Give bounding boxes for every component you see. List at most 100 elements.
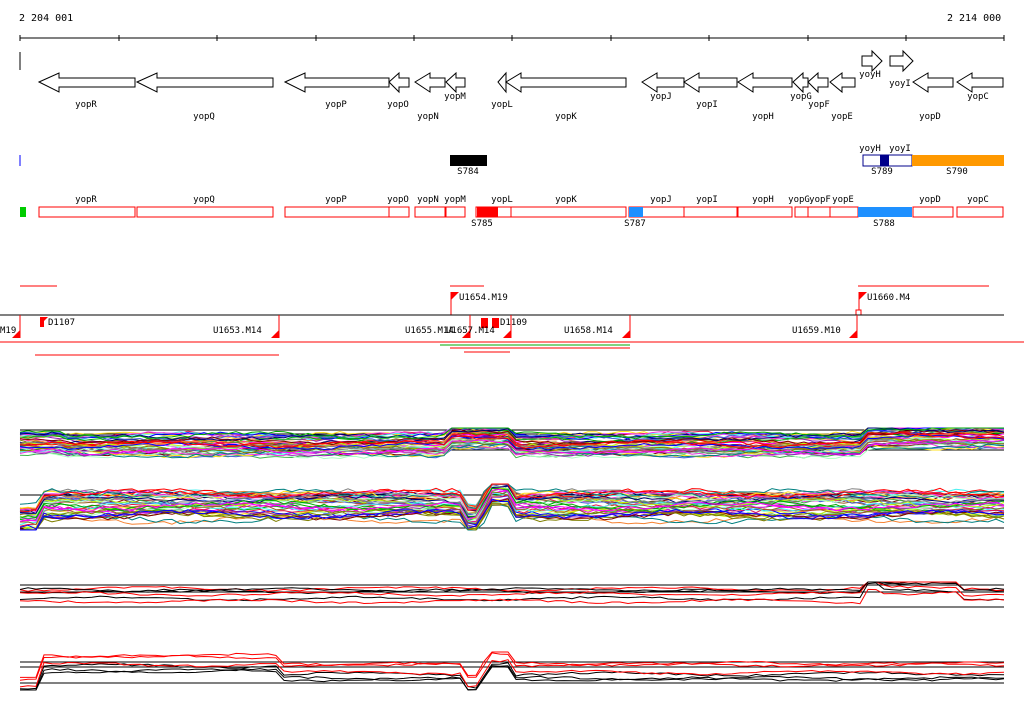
expr-label-yopP: yopP (325, 195, 347, 205)
segment-label-U1654-M19: U1654.M19 (459, 293, 508, 303)
profile-line-panel-2 (19, 498, 1005, 531)
profile-line-panel-3 (19, 581, 1005, 597)
gene-arrow-yopM[interactable] (445, 71, 466, 94)
block-label-S789: S789 (871, 167, 893, 177)
expr-box-yopD[interactable] (912, 206, 954, 218)
expr-box-yopE[interactable] (829, 206, 859, 218)
gene-arrow-yopF[interactable] (807, 71, 829, 94)
expr-label-yopE: yopE (832, 195, 854, 205)
expr-box-yopO[interactable] (388, 206, 410, 218)
expr-box-yopG[interactable] (794, 206, 809, 218)
profile-line-panel-1 (19, 427, 1005, 442)
expr-box-yopI[interactable] (683, 206, 738, 218)
profile-line-panel-1 (19, 440, 1005, 458)
expr-label-yopJ: yopJ (650, 195, 672, 205)
gene-label-yopO: yopO (387, 100, 409, 110)
profile-line-panel-4 (19, 662, 1005, 690)
expr-label-yopR: yopR (75, 195, 97, 205)
ruler-axis (19, 35, 1005, 70)
expr-label-yopC: yopC (967, 195, 989, 205)
profile-line-panel-1 (19, 427, 1004, 440)
expr-box-yopR[interactable] (38, 206, 136, 218)
gene-arrow-yopJ[interactable] (641, 72, 685, 93)
gene-arrow-yopG[interactable] (792, 71, 809, 94)
profile-line-panel-2 (19, 488, 1005, 522)
segment-label-M19: M19 (0, 326, 17, 336)
gene-arrow-yopN[interactable] (414, 72, 446, 93)
expr-box-yopM[interactable] (445, 206, 466, 218)
profile-lines (19, 427, 1005, 691)
profile-frames (20, 429, 1004, 684)
expr-box-yopF[interactable] (807, 206, 831, 218)
expr-label-S787: S787 (624, 219, 646, 229)
gene-label-yopE: yopE (831, 112, 853, 122)
expr-box-yopN[interactable] (414, 206, 446, 218)
gene-arrow-yoyI[interactable] (889, 49, 914, 73)
gene-arrow-yopQ[interactable] (135, 72, 274, 93)
expr-box-yopQ[interactable] (136, 206, 274, 218)
gene-arrows-track (37, 49, 1004, 94)
profile-line-panel-2 (19, 485, 1005, 518)
gene-label-yoyI: yoyI (889, 79, 911, 89)
gene-label-yopF: yopF (808, 100, 830, 110)
expr-label-S788: S788 (873, 219, 895, 229)
gene-arrow-yopD[interactable] (912, 72, 954, 93)
gene-label-yopH: yopH (752, 112, 774, 122)
profile-line-panel-1 (19, 433, 1005, 451)
expr-fill-S788[interactable] (858, 207, 912, 217)
gene-arrow-yopR[interactable] (37, 72, 136, 93)
gene-label-yopM: yopM (444, 92, 466, 102)
expr-box-yopH[interactable] (737, 206, 793, 218)
profile-line-panel-2 (20, 498, 1005, 531)
block-S784[interactable] (450, 155, 487, 166)
gene-label-yopL: yopL (491, 100, 513, 110)
expr-box-yopK[interactable] (510, 206, 627, 218)
profile-line-panel-4 (20, 665, 1005, 691)
profile-line-panel-4 (20, 651, 1005, 678)
block-S790[interactable] (912, 155, 1004, 166)
gene-label-yopD: yopD (919, 112, 941, 122)
block-label-S784: S784 (457, 167, 479, 177)
expr-fill-S785[interactable] (477, 207, 498, 217)
gene-label-yopK: yopK (555, 112, 577, 122)
gene-label-yopJ: yopJ (650, 92, 672, 102)
gene-arrow-yopP[interactable] (283, 72, 390, 93)
gene-label-yopG: yopG (790, 92, 812, 102)
profile-line-panel-2 (19, 483, 1005, 513)
profile-line-panel-4 (20, 666, 1005, 691)
segment-label-D1109: D1109 (500, 318, 528, 328)
gene-label-yopN: yopN (417, 112, 439, 122)
gene-arrow-yopO[interactable] (388, 71, 410, 94)
gene-label-yoyH: yoyH (859, 70, 881, 80)
block-label-yoyI: yoyI (889, 144, 911, 154)
expr-label-yopL: yopL (491, 195, 513, 205)
expr-fill-S787[interactable] (629, 207, 643, 217)
profile-line-panel-3 (19, 588, 1005, 605)
block-label-yoyH: yoyH (859, 144, 881, 154)
segment-label-D1107: D1107 (48, 318, 76, 328)
expr-box-yopC[interactable] (956, 206, 1004, 218)
gene-arrow-yoyH[interactable] (861, 49, 883, 73)
gene-arrow-yopE[interactable] (829, 72, 856, 94)
gene-arrow-yopI[interactable] (683, 72, 738, 93)
gene-arrow-yopH[interactable] (737, 72, 793, 93)
gene-arrow-yopL[interactable] (497, 71, 507, 94)
expression-track (20, 206, 1004, 218)
gene-label-yopR: yopR (75, 100, 97, 110)
blocks-track (19, 154, 1004, 167)
expr-box-yopP[interactable] (284, 206, 390, 218)
block-label-S790: S790 (946, 167, 968, 177)
gene-arrow-yopK[interactable] (505, 72, 627, 93)
ruler-start-label: 2 204 001 (19, 13, 74, 24)
gene-label-yopP: yopP (325, 100, 347, 110)
block-S789-core (880, 155, 889, 166)
gene-arrow-yopC[interactable] (956, 72, 1004, 93)
expr-label-yopG: yopG (788, 195, 810, 205)
profile-line-panel-2 (19, 487, 1005, 519)
profile-line-panel-1 (19, 431, 1005, 449)
profile-line-panel-1 (19, 443, 1005, 459)
profile-line-panel-3 (19, 581, 1005, 593)
marker-green (20, 207, 26, 217)
